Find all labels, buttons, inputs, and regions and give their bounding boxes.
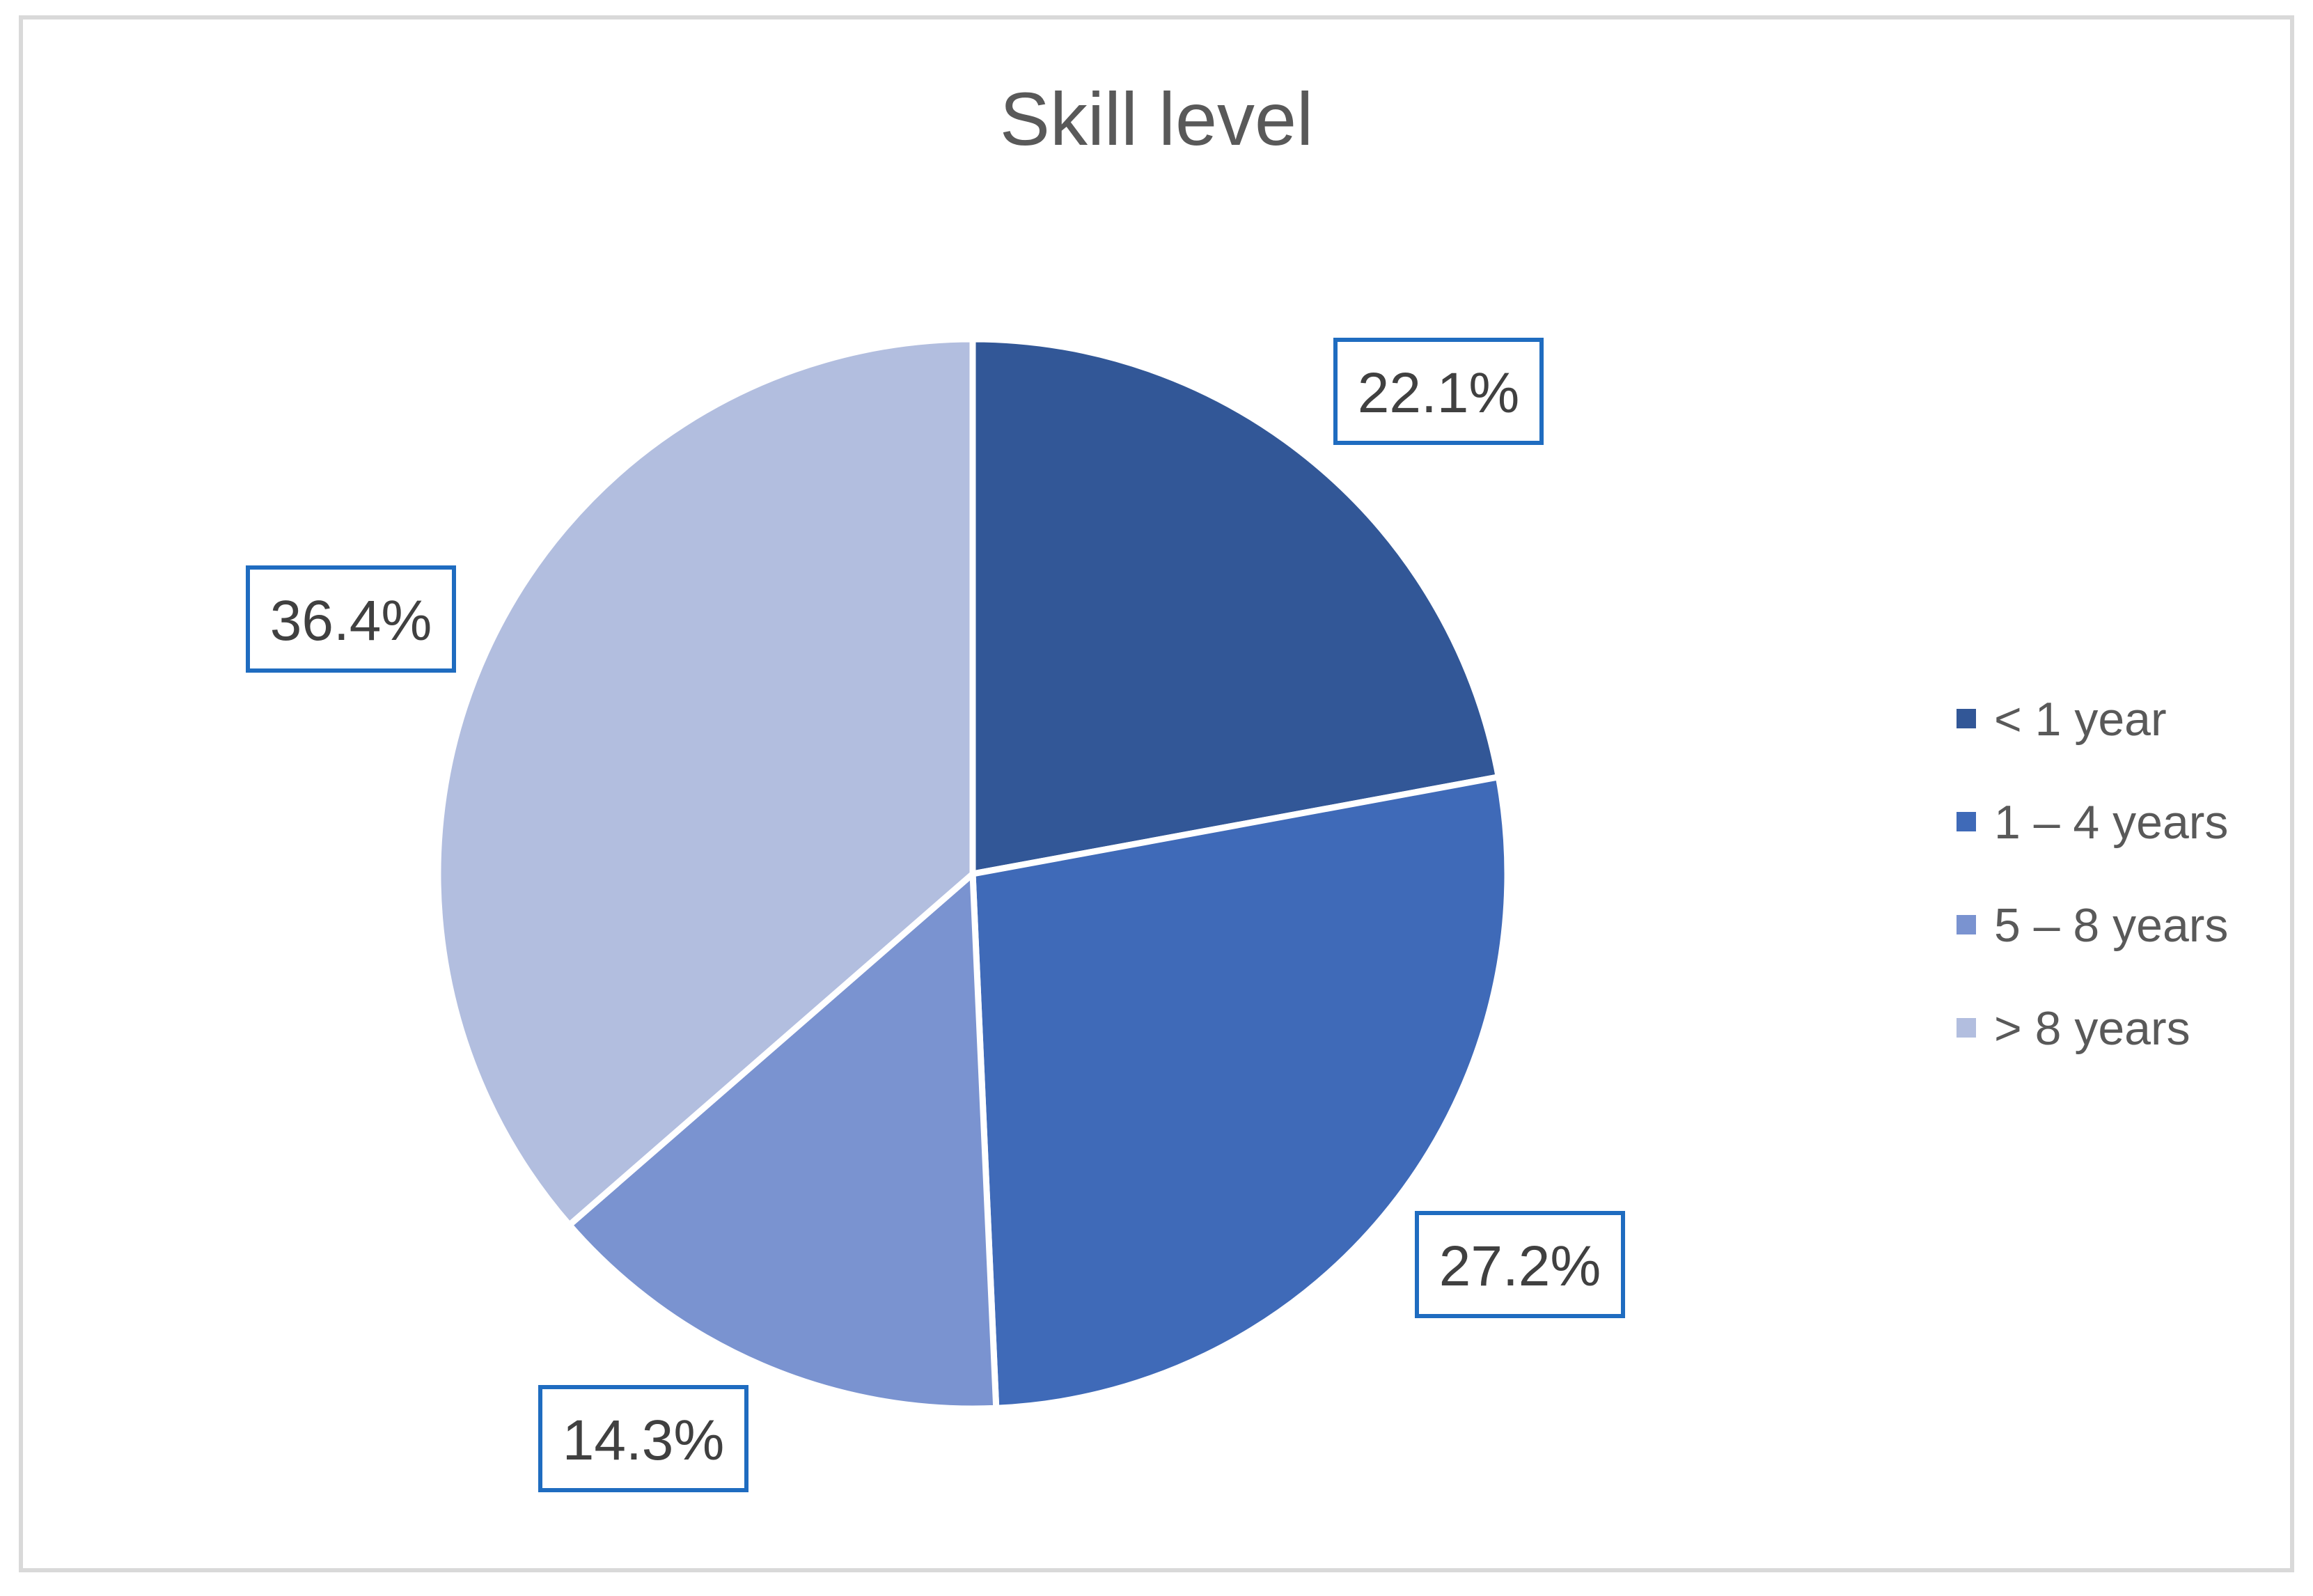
pie-slice-1 <box>969 336 1502 877</box>
data-label-text: 27.2% <box>1439 1235 1601 1298</box>
legend-swatch <box>1957 812 1976 831</box>
pie-slice-3 <box>566 870 1000 1412</box>
legend-item-3: 5 – 8 years <box>1957 899 2228 952</box>
legend-item-1: < 1 year <box>1957 693 2167 746</box>
legend-item-2: 1 – 4 years <box>1957 796 2228 849</box>
data-label-text: 14.3% <box>563 1409 725 1472</box>
pie-slice-4 <box>434 336 976 1228</box>
data-label-box <box>1333 338 1544 445</box>
data-label-4: 36.4% <box>246 565 456 673</box>
data-label-2: 27.2% <box>1415 1211 1625 1318</box>
legend-swatch <box>1957 1018 1976 1038</box>
legend-label: > 8 years <box>1994 1002 2190 1055</box>
data-label-3: 14.3% <box>538 1385 748 1492</box>
legend-label: < 1 year <box>1994 693 2167 746</box>
data-label-1: 22.1% <box>1333 338 1544 445</box>
pie-slices <box>434 336 1511 1412</box>
legend-swatch <box>1957 709 1976 728</box>
data-label-text: 36.4% <box>270 589 432 652</box>
data-label-text: 22.1% <box>1358 361 1520 425</box>
data-labels: 22.1% 27.2% 14.3% 36.4% <box>246 338 1625 1492</box>
chart-title: Skill level <box>1000 77 1313 161</box>
data-label-box <box>538 1385 748 1492</box>
legend-item-4: > 8 years <box>1957 1002 2190 1055</box>
data-label-box <box>246 565 456 673</box>
legend-label: 1 – 4 years <box>1994 796 2228 849</box>
data-label-box <box>1415 1211 1625 1318</box>
legend: < 1 year 1 – 4 years 5 – 8 years > 8 years <box>1957 693 2228 1055</box>
pie-slice-2 <box>969 774 1511 1411</box>
legend-label: 5 – 8 years <box>1994 899 2228 952</box>
legend-swatch <box>1957 915 1976 934</box>
